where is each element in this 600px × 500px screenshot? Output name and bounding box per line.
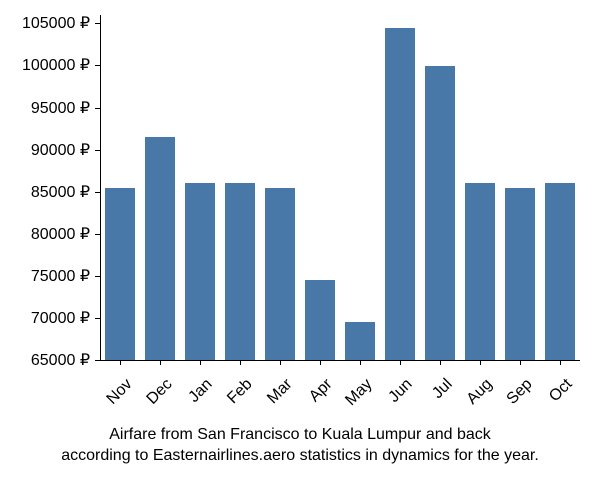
caption-line-2: according to Easternairlines.aero statis… <box>61 447 539 464</box>
y-axis-tick <box>95 318 100 319</box>
x-axis-label: Nov <box>95 376 136 417</box>
x-axis-tick <box>280 360 281 365</box>
y-axis-tick <box>95 150 100 151</box>
y-axis-tick <box>95 23 100 24</box>
x-axis-label: Mar <box>255 376 296 417</box>
x-axis-tick <box>160 360 161 365</box>
plot-area <box>100 15 580 360</box>
x-axis-label: Oct <box>535 376 576 417</box>
x-axis-tick <box>320 360 321 365</box>
bar <box>425 66 455 361</box>
bar <box>105 188 135 361</box>
y-axis-label: 95000 ₽ <box>31 98 90 118</box>
x-axis-label: Apr <box>295 376 336 417</box>
x-axis-tick <box>560 360 561 365</box>
x-axis-label: Jul <box>415 376 456 417</box>
bar <box>385 28 415 360</box>
y-axis-tick <box>95 65 100 66</box>
chart-container: 65000 ₽ 70000 ₽ 75000 ₽ 80000 ₽ 85000 ₽ 90000… <box>0 0 600 500</box>
y-axis-tick <box>95 360 100 361</box>
y-axis-label: 75000 ₽ <box>31 266 90 286</box>
x-axis-tick <box>440 360 441 365</box>
x-axis-label: Jan <box>175 376 216 417</box>
bars-group <box>100 15 580 360</box>
y-axis-labels: 65000 ₽70000 ₽75000 ₽80000 ₽85000 ₽90000… <box>0 15 95 360</box>
x-axis-label: Feb <box>215 376 256 417</box>
bar <box>225 183 255 360</box>
bar <box>465 183 495 360</box>
bar <box>305 280 335 360</box>
x-axis-label: Dec <box>135 376 176 417</box>
x-axis-label: May <box>335 376 376 417</box>
y-axis-tick <box>95 192 100 193</box>
x-axis-line <box>100 360 580 361</box>
x-axis-label: Aug <box>455 376 496 417</box>
x-axis-labels: NovDecJanFebMarAprMayJunJulAugSepOct <box>100 365 580 425</box>
bar <box>265 188 295 361</box>
bar <box>345 322 375 360</box>
y-axis-label: 65000 ₽ <box>31 350 90 370</box>
bar <box>545 183 575 360</box>
y-axis-label: 100000 ₽ <box>22 55 90 75</box>
bar <box>505 188 535 361</box>
x-axis-tick <box>120 360 121 365</box>
y-axis-tick <box>95 234 100 235</box>
y-axis-label: 70000 ₽ <box>31 308 90 328</box>
x-axis-tick <box>360 360 361 365</box>
x-axis-tick <box>200 360 201 365</box>
y-axis-label: 105000 ₽ <box>22 13 90 33</box>
x-axis-tick <box>400 360 401 365</box>
chart-caption: Airfare from San Francisco to Kuala Lump… <box>0 425 600 467</box>
caption-line-1: Airfare from San Francisco to Kuala Lump… <box>109 426 491 443</box>
x-axis-tick <box>480 360 481 365</box>
y-axis-label: 90000 ₽ <box>31 140 90 160</box>
bar <box>145 137 175 360</box>
y-axis-tick <box>95 276 100 277</box>
x-axis-label: Jun <box>375 376 416 417</box>
y-axis-label: 80000 ₽ <box>31 224 90 244</box>
x-axis-tick <box>240 360 241 365</box>
bar <box>185 183 215 360</box>
y-axis-label: 85000 ₽ <box>31 182 90 202</box>
x-axis-label: Sep <box>495 376 536 417</box>
x-axis-tick <box>520 360 521 365</box>
y-axis-tick <box>95 108 100 109</box>
